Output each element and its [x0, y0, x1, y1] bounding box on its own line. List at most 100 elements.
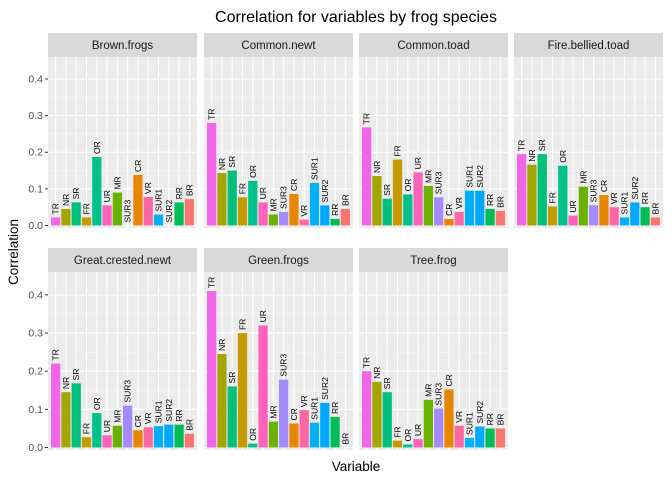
bar-label: NR — [372, 161, 382, 173]
bar-br — [495, 428, 505, 448]
y-tick-label: 0.2 — [28, 366, 43, 378]
bar-br — [184, 433, 194, 448]
y-tick-label: 0.2 — [28, 147, 43, 159]
bar-or — [558, 165, 568, 226]
facet-strip-label: Brown.frogs — [92, 40, 154, 52]
y-tick-label: 0.3 — [28, 328, 43, 340]
bar-label: SUR1 — [310, 157, 320, 180]
bar-label: CR — [289, 408, 299, 420]
bar-cr — [444, 389, 454, 448]
bar-label: CR — [133, 415, 143, 427]
bar-label: NR — [372, 367, 382, 379]
bar-label: MR — [268, 405, 278, 418]
bar-vr — [609, 207, 619, 226]
bar-label: VR — [299, 395, 309, 407]
bar-label: NR — [61, 377, 71, 389]
bar-label: SUR3 — [123, 380, 133, 403]
bar-label: FR — [548, 192, 558, 203]
bar-label: MR — [578, 170, 588, 183]
bar-tr — [362, 127, 372, 226]
bar-label: RR — [330, 204, 340, 216]
y-axis: 0.0 0.1 0.2 0.3 0.4 — [28, 289, 48, 454]
bar-sur2 — [320, 205, 330, 226]
y-tick-label: 0.4 — [28, 73, 43, 85]
y-tick-label: 0.1 — [28, 404, 43, 416]
bar-label: OR — [248, 428, 258, 441]
bar-cr — [599, 195, 609, 226]
bar-rr — [485, 209, 495, 226]
bar-label: SR — [537, 139, 547, 151]
facet-strip-label: Green.frogs — [248, 255, 309, 267]
bar-label: MR — [112, 176, 122, 189]
bar-label: UR — [102, 420, 112, 432]
bar-sur3 — [589, 205, 599, 226]
bar-label: SUR2 — [164, 399, 174, 422]
bar-sur2 — [475, 426, 485, 448]
bar-label: MR — [423, 384, 433, 397]
bar-cr — [133, 430, 143, 448]
facet-strip-label: Common.newt — [241, 40, 316, 52]
bar-label: SR — [71, 369, 81, 381]
bar-ur — [258, 202, 268, 226]
bar-label: SUR2 — [320, 377, 330, 400]
bar-label: VR — [454, 197, 464, 209]
bar-label: VR — [143, 412, 153, 424]
bar-cr — [444, 218, 454, 226]
bar-label: SUR2 — [164, 200, 174, 223]
bar-label: SUR3 — [123, 200, 133, 223]
bar-label: BR — [184, 184, 194, 196]
bar-label: SUR2 — [475, 165, 485, 188]
bar-sur3 — [279, 379, 289, 448]
facet-strip — [48, 248, 197, 272]
bar-sur1 — [153, 426, 164, 448]
bar-label: FR — [82, 423, 92, 434]
bar-fr — [237, 333, 248, 448]
bar-sr — [71, 202, 81, 226]
bar-label: RR — [330, 402, 340, 414]
bar-label: SUR2 — [630, 176, 640, 199]
bar-label: NR — [217, 339, 227, 351]
bar-or — [92, 413, 102, 448]
bar-mr — [423, 399, 433, 448]
bar-label: SR — [382, 377, 392, 389]
bar-vr — [454, 211, 464, 226]
bar-or — [403, 444, 413, 448]
bar-label: NR — [61, 194, 71, 206]
bar-sr — [382, 392, 392, 448]
bar-label: MR — [423, 170, 433, 183]
bar-label: TR — [207, 109, 217, 120]
facet-strip — [48, 33, 197, 57]
bar-label: NR — [527, 149, 537, 161]
bar-cr — [133, 174, 143, 226]
y-axis-title: Correlation — [6, 219, 21, 285]
bar-or — [248, 443, 258, 448]
bar-label: MR — [268, 198, 278, 211]
bar-label: SR — [71, 188, 81, 200]
bar-sur3 — [279, 211, 289, 226]
bar-nr — [217, 173, 227, 226]
bar-br — [184, 199, 194, 226]
bar-vr — [143, 427, 153, 448]
facet-strip — [204, 33, 353, 57]
gridlines — [514, 57, 663, 228]
bar-fr — [392, 440, 403, 448]
bar-sur1 — [153, 214, 164, 226]
facet-strip-label: Common.toad — [397, 40, 469, 52]
bar-label: RR — [485, 413, 495, 425]
bar-label: BR — [495, 196, 505, 208]
bar-label: FR — [82, 203, 92, 214]
bar-br — [495, 210, 505, 226]
bar-sur2 — [164, 424, 174, 448]
bar-rr — [174, 424, 184, 448]
bar-label: RR — [174, 409, 184, 421]
bar-sur1 — [464, 190, 475, 226]
bar-mr — [112, 192, 122, 226]
bar-label: OR — [403, 429, 413, 442]
